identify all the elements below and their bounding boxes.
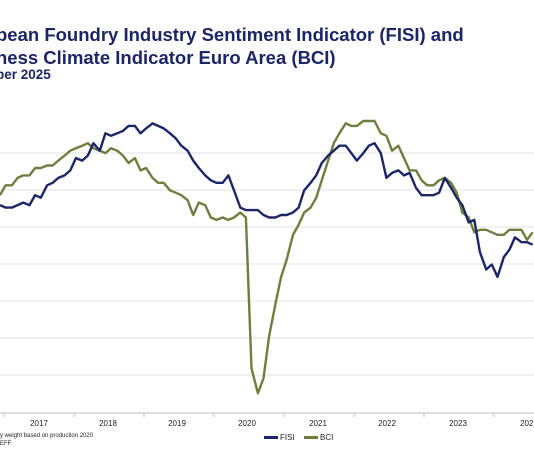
legend-item-fisi: FISI (264, 433, 295, 442)
chart-title-line-2: ness Climate Indicator Euro Area (BCI) (0, 47, 336, 68)
x-tick-label-2020: 2020 (238, 419, 256, 428)
footnote-weighting: y weight based on production 2020 (0, 433, 94, 439)
chart-subtitle-date: ber 2025 (0, 67, 51, 82)
x-tick-label-2021: 2021 (309, 419, 327, 428)
x-tick-label-2017: 2017 (30, 419, 48, 428)
x-axis-ticks: 2017 2018 2019 2020 2021 2022 2023 202 (3, 413, 534, 428)
x-tick-label-202: 202 (520, 419, 534, 428)
x-tick-label-2022: 2022 (378, 419, 396, 428)
legend-label-fisi: FISI (280, 433, 295, 442)
chart-title-line-1: pean Foundry Industry Sentiment Indicato… (0, 24, 464, 45)
legend-item-bci: BCI (304, 433, 333, 442)
legend-label-bci: BCI (320, 433, 334, 442)
x-tick-label-2018: 2018 (99, 419, 117, 428)
series-line-bci (0, 119, 534, 395)
x-tick-label-2023: 2023 (449, 419, 467, 428)
legend-swatch-fisi (264, 436, 278, 439)
series-line-fisi (0, 122, 534, 279)
footnote-source: EFF (0, 441, 12, 447)
series-lines (0, 119, 534, 395)
legend-swatch-bci (304, 436, 318, 439)
x-tick-label-2019: 2019 (168, 419, 186, 428)
